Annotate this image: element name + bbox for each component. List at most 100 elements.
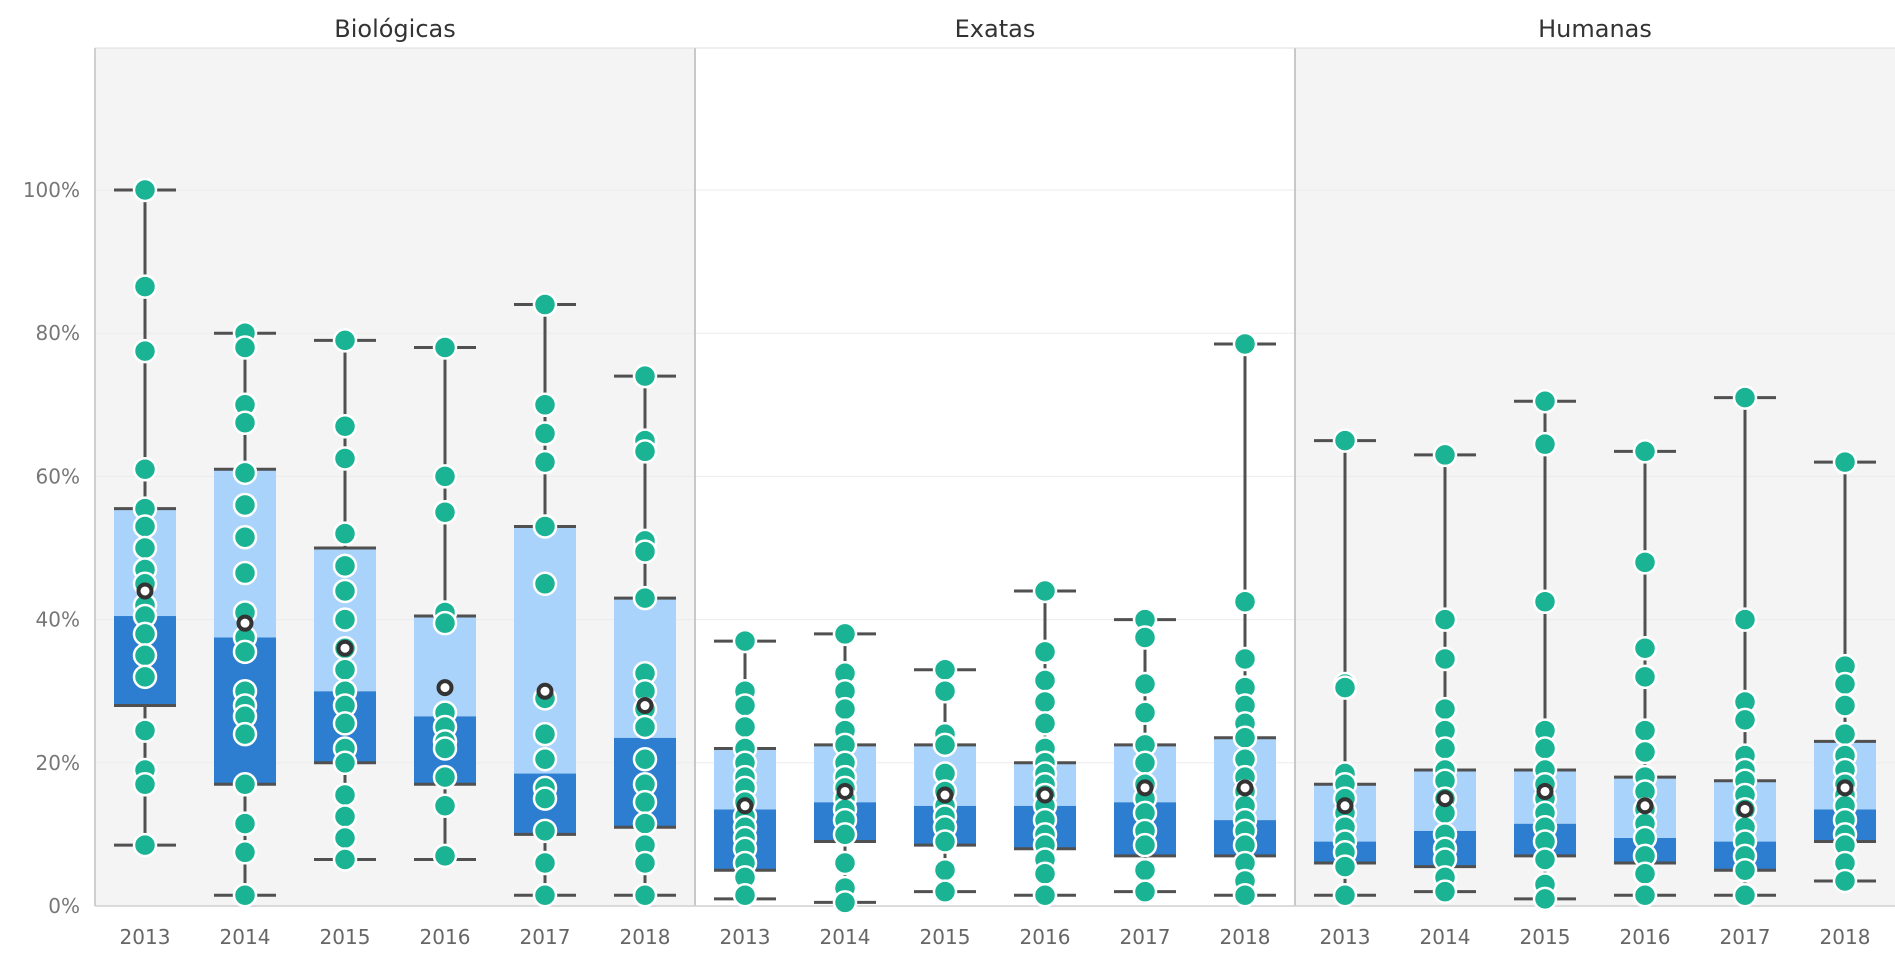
data-point <box>1434 444 1456 466</box>
data-point <box>434 737 456 759</box>
data-point <box>534 748 556 770</box>
data-point <box>1134 702 1156 724</box>
data-point <box>134 644 156 666</box>
data-point <box>1134 859 1156 881</box>
data-point <box>534 723 556 745</box>
data-point <box>434 337 456 359</box>
data-point <box>1234 591 1256 613</box>
data-point <box>1534 737 1556 759</box>
data-point <box>634 716 656 738</box>
y-tick-label: 100% <box>23 178 80 202</box>
data-point <box>134 276 156 298</box>
mean-marker <box>1639 799 1652 812</box>
data-point <box>1034 863 1056 885</box>
x-tick-label: 2014 <box>1420 925 1471 949</box>
x-tick-label: 2016 <box>1620 925 1671 949</box>
data-point <box>234 337 256 359</box>
x-tick-label: 2017 <box>1720 925 1771 949</box>
data-point <box>1234 648 1256 670</box>
data-point <box>634 813 656 835</box>
data-point <box>534 294 556 316</box>
mean-marker <box>639 699 652 712</box>
data-point <box>534 394 556 416</box>
data-point <box>1834 723 1856 745</box>
data-point <box>134 458 156 480</box>
mean-marker <box>539 685 552 698</box>
mean-marker <box>339 642 352 655</box>
data-point <box>734 630 756 652</box>
data-point <box>634 587 656 609</box>
data-point <box>834 698 856 720</box>
panel-background-2 <box>1295 48 1895 906</box>
y-tick-label: 0% <box>48 894 80 918</box>
data-point <box>1634 551 1656 573</box>
data-point <box>834 891 856 913</box>
data-point <box>334 555 356 577</box>
data-point <box>934 859 956 881</box>
data-point <box>1634 440 1656 462</box>
data-point <box>334 848 356 870</box>
data-point <box>1534 390 1556 412</box>
panel-background-0 <box>95 48 695 906</box>
data-point <box>1634 863 1656 885</box>
data-point <box>1734 387 1756 409</box>
data-point <box>534 820 556 842</box>
mean-marker <box>1739 803 1752 816</box>
data-point <box>1334 856 1356 878</box>
data-point <box>134 720 156 742</box>
data-point <box>1434 737 1456 759</box>
data-point <box>1834 695 1856 717</box>
data-point <box>1034 691 1056 713</box>
data-point <box>634 440 656 462</box>
data-point <box>434 845 456 867</box>
data-point <box>334 580 356 602</box>
panel-title: Exatas <box>955 15 1036 43</box>
data-point <box>1734 859 1756 881</box>
data-point <box>634 791 656 813</box>
data-point <box>334 329 356 351</box>
x-tick-label: 2014 <box>220 925 271 949</box>
data-point <box>1534 888 1556 910</box>
data-point <box>1234 884 1256 906</box>
data-point <box>534 451 556 473</box>
data-point <box>1634 884 1656 906</box>
data-point <box>534 422 556 444</box>
data-point <box>134 623 156 645</box>
data-point <box>734 884 756 906</box>
data-point <box>334 752 356 774</box>
mean-marker <box>1239 781 1252 794</box>
x-tick-label: 2015 <box>920 925 971 949</box>
y-tick-label: 40% <box>36 608 80 632</box>
mean-marker <box>739 799 752 812</box>
data-point <box>1034 884 1056 906</box>
mean-marker <box>1339 799 1352 812</box>
data-point <box>134 537 156 559</box>
data-point <box>334 609 356 631</box>
data-point <box>1634 666 1656 688</box>
data-point <box>834 623 856 645</box>
data-point <box>834 852 856 874</box>
data-point <box>234 412 256 434</box>
data-point <box>1634 741 1656 763</box>
data-point <box>1034 580 1056 602</box>
data-point <box>1734 884 1756 906</box>
x-tick-label: 2013 <box>1320 925 1371 949</box>
data-point <box>434 501 456 523</box>
data-point <box>634 365 656 387</box>
data-point <box>234 526 256 548</box>
data-point <box>1434 648 1456 670</box>
data-point <box>1134 627 1156 649</box>
data-point <box>634 884 656 906</box>
mean-marker <box>139 584 152 597</box>
data-point <box>534 852 556 874</box>
x-tick-label: 2016 <box>420 925 471 949</box>
data-point <box>234 813 256 835</box>
panel-title: Biológicas <box>334 15 455 43</box>
mean-marker <box>1839 781 1852 794</box>
x-tick-label: 2018 <box>1220 925 1271 949</box>
mean-marker <box>1439 792 1452 805</box>
y-tick-label: 60% <box>36 464 80 488</box>
data-point <box>434 612 456 634</box>
mean-marker <box>439 681 452 694</box>
